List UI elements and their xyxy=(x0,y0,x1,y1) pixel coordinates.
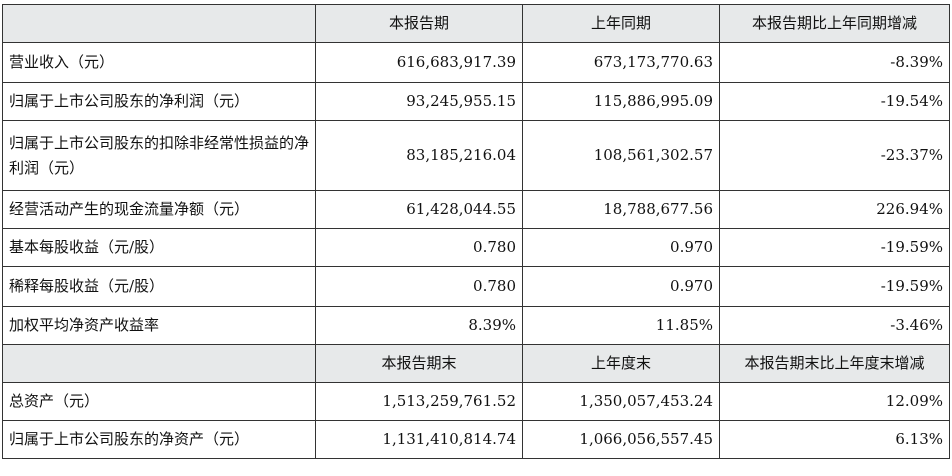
header-previous-period: 上年同期 xyxy=(522,4,720,43)
change-value: 12.09% xyxy=(719,382,950,421)
previous-value: 1,350,057,453.24 xyxy=(522,382,720,421)
current-value: 0.780 xyxy=(315,228,523,267)
current-value: 1,131,410,814.74 xyxy=(315,420,523,459)
current-value: 61,428,044.55 xyxy=(315,190,523,229)
financial-summary-table: 本报告期 上年同期 本报告期比上年同期增减 营业收入（元） 616,683,91… xyxy=(2,4,950,459)
table-row: 营业收入（元） 616,683,917.39 673,173,770.63 -8… xyxy=(2,42,950,83)
change-value: -19.59% xyxy=(719,228,950,267)
header-current-period-end: 本报告期末 xyxy=(315,344,523,383)
table-row: 加权平均净资产收益率 8.39% 11.85% -3.46% xyxy=(2,306,950,345)
current-value: 1,513,259,761.52 xyxy=(315,382,523,421)
table-row: 经营活动产生的现金流量净额（元） 61,428,044.55 18,788,67… xyxy=(2,190,950,229)
previous-value: 115,886,995.09 xyxy=(522,82,720,121)
change-value: 226.94% xyxy=(719,190,950,229)
current-value: 0.780 xyxy=(315,266,523,307)
row-label: 总资产（元） xyxy=(2,382,316,421)
current-value: 616,683,917.39 xyxy=(315,42,523,83)
table-row: 归属于上市公司股东的净利润（元） 93,245,955.15 115,886,9… xyxy=(2,82,950,121)
current-value: 8.39% xyxy=(315,306,523,345)
header-current-period: 本报告期 xyxy=(315,4,523,43)
change-value: -19.54% xyxy=(719,82,950,121)
previous-value: 108,561,302.57 xyxy=(522,120,720,191)
change-value: -8.39% xyxy=(719,42,950,83)
row-label: 基本每股收益（元/股） xyxy=(2,228,316,267)
row-label: 经营活动产生的现金流量净额（元） xyxy=(2,190,316,229)
previous-value: 0.970 xyxy=(522,228,720,267)
previous-value: 1,066,056,557.45 xyxy=(522,420,720,459)
row-label: 加权平均净资产收益率 xyxy=(2,306,316,345)
current-value: 83,185,216.04 xyxy=(315,120,523,191)
previous-value: 18,788,677.56 xyxy=(522,190,720,229)
change-value: -19.59% xyxy=(719,266,950,307)
table-row: 归属于上市公司股东的净资产（元） 1,131,410,814.74 1,066,… xyxy=(2,420,950,459)
table-row: 稀释每股收益（元/股） 0.780 0.970 -19.59% xyxy=(2,266,950,307)
table-row: 归属于上市公司股东的扣除非经常性损益的净利润（元） 83,185,216.04 … xyxy=(2,120,950,191)
change-value: -23.37% xyxy=(719,120,950,191)
change-value: 6.13% xyxy=(719,420,950,459)
header-corner-cell xyxy=(2,4,316,43)
table-row: 基本每股收益（元/股） 0.780 0.970 -19.59% xyxy=(2,228,950,267)
previous-value: 673,173,770.63 xyxy=(522,42,720,83)
table-row: 总资产（元） 1,513,259,761.52 1,350,057,453.24… xyxy=(2,382,950,421)
row-label: 归属于上市公司股东的扣除非经常性损益的净利润（元） xyxy=(2,120,316,191)
header-corner-cell xyxy=(2,344,316,383)
current-value: 93,245,955.15 xyxy=(315,82,523,121)
row-label: 稀释每股收益（元/股） xyxy=(2,266,316,307)
header-previous-year-end: 上年度末 xyxy=(522,344,720,383)
header-period-end-change: 本报告期末比上年度末增减 xyxy=(719,344,950,383)
change-value: -3.46% xyxy=(719,306,950,345)
row-label: 归属于上市公司股东的净资产（元） xyxy=(2,420,316,459)
previous-value: 0.970 xyxy=(522,266,720,307)
header-period-change: 本报告期比上年同期增减 xyxy=(719,4,950,43)
row-label: 营业收入（元） xyxy=(2,42,316,83)
header-row-period: 本报告期 上年同期 本报告期比上年同期增减 xyxy=(2,4,950,43)
previous-value: 11.85% xyxy=(522,306,720,345)
header-row-period-end: 本报告期末 上年度末 本报告期末比上年度末增减 xyxy=(2,344,950,383)
row-label: 归属于上市公司股东的净利润（元） xyxy=(2,82,316,121)
